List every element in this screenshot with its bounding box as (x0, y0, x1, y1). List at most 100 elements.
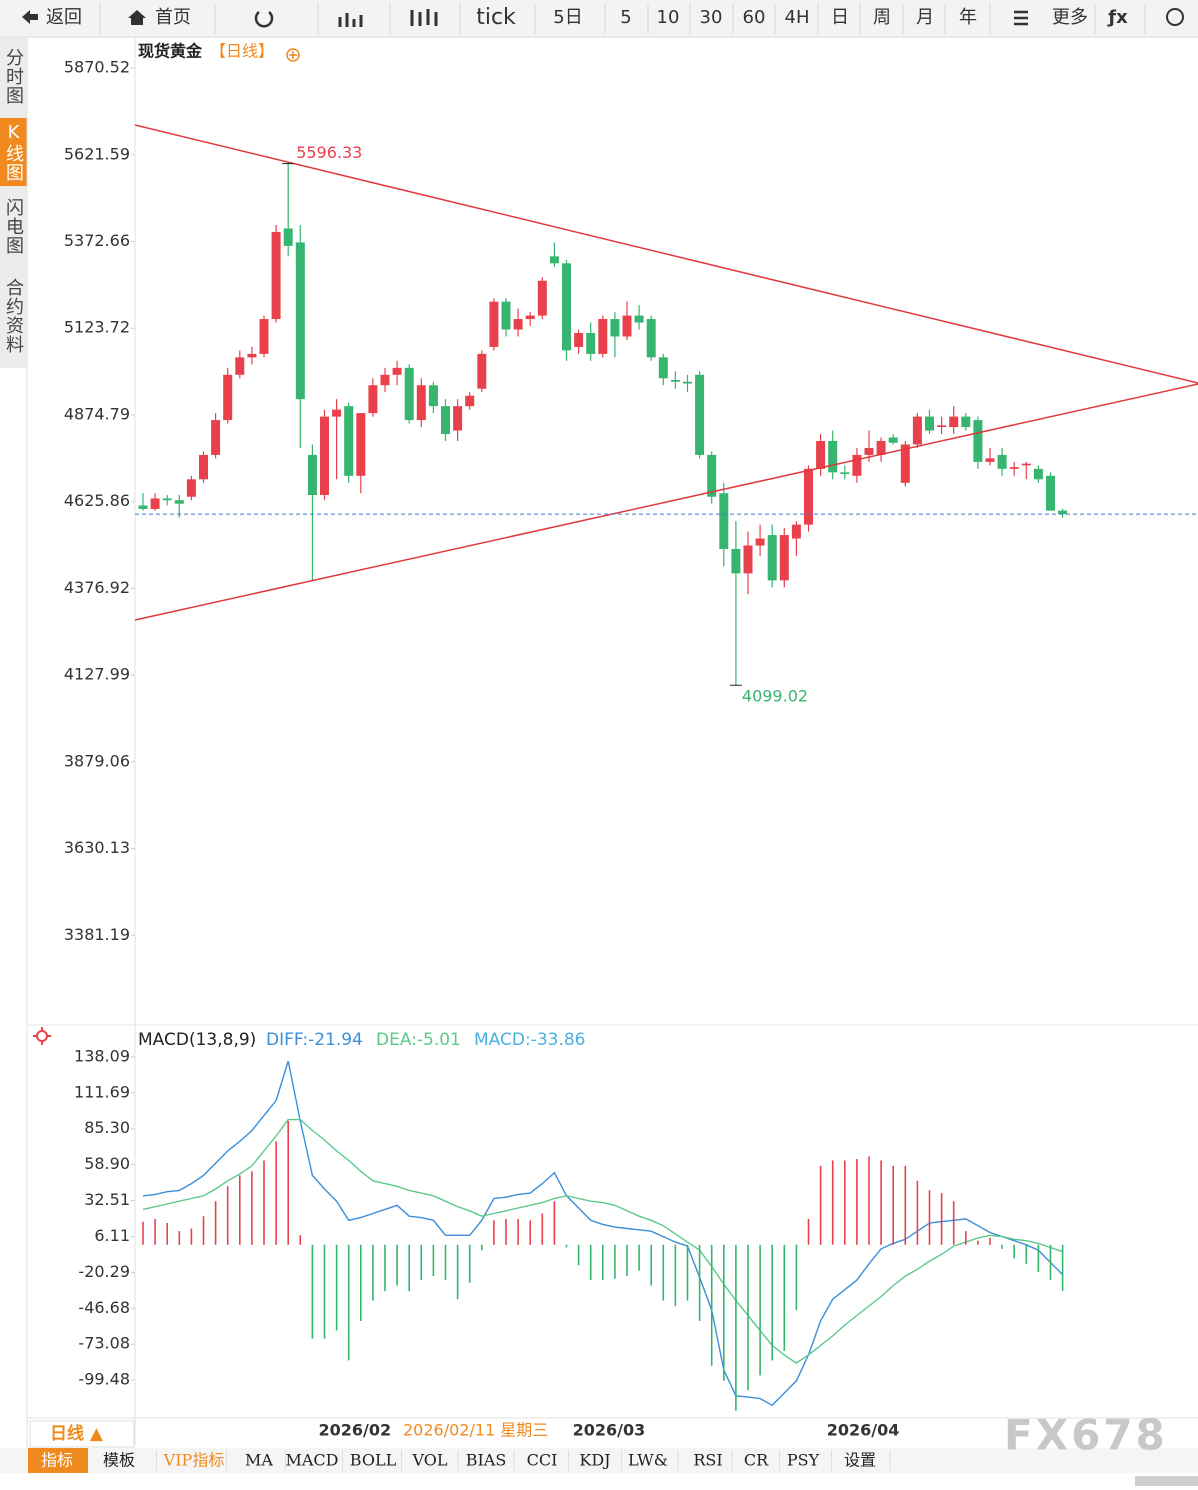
period-button[interactable]: 日线 ▲ (50, 1423, 104, 1444)
candle-body (489, 301, 499, 347)
candle-body (525, 315, 535, 320)
y-tick-label: 4127.99 (64, 665, 130, 684)
macd-line (142, 1118, 1063, 1364)
toolbar-button[interactable]: tick (476, 5, 516, 30)
indicator-tab[interactable]: MA (245, 1451, 273, 1470)
toolbar-button[interactable]: ƒx (1106, 7, 1128, 28)
candle-body (235, 357, 245, 375)
candle-body (985, 458, 995, 462)
candle-body (876, 440, 886, 455)
candle-body (380, 374, 390, 386)
y-tick-label: 111.69 (74, 1082, 130, 1101)
toolbar-button[interactable]: 60 (743, 7, 766, 28)
candle-body (441, 406, 450, 435)
side-tab[interactable]: K线图 (3, 122, 24, 182)
y-tick-label: 4625.86 (64, 491, 130, 510)
zoom-icon (1166, 8, 1184, 26)
candle-body (368, 385, 378, 414)
candle-body (695, 374, 705, 455)
low-label: 4099.02 (742, 687, 808, 706)
candle-body (477, 353, 487, 389)
candle-body (1021, 463, 1031, 466)
toolbar-button[interactable]: 年 (959, 7, 977, 28)
indicator-tab[interactable]: CR (744, 1451, 769, 1470)
y-tick-label: 5123.72 (64, 318, 130, 337)
candle-body (912, 416, 922, 445)
scrollbar (1135, 1476, 1198, 1486)
candle-body (211, 420, 221, 455)
candle-body (610, 319, 620, 337)
menu-icon (1014, 10, 1028, 26)
period-button-box[interactable] (29, 1420, 135, 1448)
toolbar-button[interactable]: 5 (620, 7, 631, 28)
indicator-tab[interactable]: VIP指标 (163, 1451, 225, 1470)
toolbar-button[interactable]: 月 (916, 7, 934, 28)
candle-body (864, 447, 874, 455)
candle-body (392, 367, 402, 375)
indicator-tab[interactable]: 模板 (103, 1451, 135, 1470)
add-icon[interactable] (286, 48, 300, 62)
toolbar-button[interactable]: 日 (831, 7, 849, 28)
y-tick-label: 4874.79 (64, 404, 130, 423)
legend-entry: MACD:-33.86 (474, 1030, 586, 1050)
candle-body (537, 280, 547, 316)
candle-body (997, 454, 1007, 469)
chart-icon (338, 13, 363, 27)
candle-body (332, 409, 342, 417)
toolbar-button[interactable]: 更多 (1052, 7, 1088, 28)
side-tab[interactable]: 闪电图 (3, 198, 24, 255)
indicator-tab[interactable]: 指标 (41, 1451, 73, 1470)
indicator-tab[interactable]: VOL (411, 1451, 447, 1470)
indicator-tab[interactable]: KDJ (579, 1451, 610, 1470)
candle-body (828, 440, 838, 473)
legend-entry: DEA:-5.01 (376, 1030, 461, 1050)
candle-body (622, 315, 632, 337)
candle-body (150, 498, 160, 509)
high-label: 5596.33 (296, 143, 362, 162)
toolbar-button[interactable]: 30 (700, 7, 723, 28)
x-tick-label: 2026/02 (319, 1421, 392, 1440)
indicator-tab[interactable]: CCI (527, 1451, 558, 1470)
candle-body (549, 256, 559, 264)
legend-entry: DIFF:-21.94 (266, 1030, 363, 1050)
home-icon (128, 10, 146, 25)
indicator-tab[interactable]: BOLL (350, 1451, 397, 1470)
trend-line-upper (134, 124, 1198, 384)
candle-body (1009, 467, 1019, 469)
refresh-icon (254, 11, 274, 28)
candle-body (562, 263, 571, 351)
toolbar-button[interactable]: 返回 (46, 7, 82, 28)
indicator-tab[interactable]: LW& (628, 1451, 668, 1470)
toolbar-button[interactable]: 周 (873, 7, 891, 28)
toolbar (0, 0, 1198, 37)
candle-body (320, 416, 329, 495)
candle-body (719, 493, 729, 549)
side-tab[interactable]: 合约资料 (3, 278, 24, 354)
candle-body (283, 228, 293, 246)
indicator-tab[interactable]: MACD (285, 1451, 338, 1470)
toolbar-button[interactable]: 5日 (553, 7, 582, 28)
candle-body (416, 385, 426, 421)
indicator-tab[interactable]: BIAS (466, 1451, 507, 1470)
candle-body (852, 454, 862, 476)
candle-body (961, 416, 971, 428)
back-icon (22, 10, 38, 24)
toolbar-button[interactable]: 4H (785, 7, 810, 28)
y-tick-label: 85.30 (84, 1118, 130, 1137)
indicator-bar (0, 1448, 1198, 1473)
indicator-tab[interactable]: 设置 (844, 1451, 876, 1470)
y-tick-label: 5621.59 (64, 144, 130, 163)
candle-body (840, 472, 850, 475)
candle-body (937, 425, 947, 428)
side-tab[interactable]: 分时图 (3, 48, 24, 105)
indicator-tab[interactable]: RSI (693, 1451, 722, 1470)
candle-body (513, 319, 523, 330)
indicator-tab[interactable]: PSY (787, 1451, 820, 1470)
candle-body (683, 381, 692, 384)
candle-body (174, 500, 184, 504)
toolbar-button[interactable]: 首页 (155, 7, 191, 28)
toolbar-button[interactable]: 10 (657, 7, 680, 28)
candle-body (453, 406, 463, 431)
candle-body (271, 231, 281, 320)
